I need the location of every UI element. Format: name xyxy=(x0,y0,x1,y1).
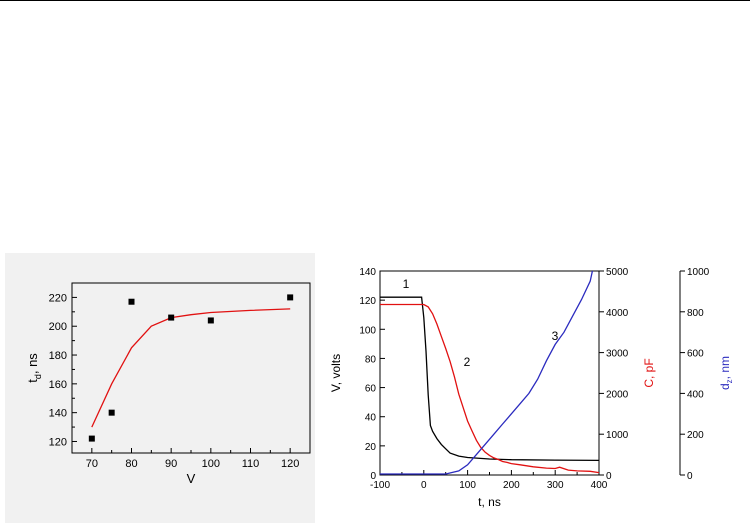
y-right1-tick-label: 1000 xyxy=(606,430,629,441)
x-tick-label: 110 xyxy=(242,458,260,470)
y-left-tick-label: 40 xyxy=(365,413,377,424)
y-tick-label: 160 xyxy=(49,379,67,391)
series-line-2 xyxy=(380,303,600,474)
x-tick-label: 70 xyxy=(86,458,98,470)
series-line-1 xyxy=(380,296,600,462)
data-point xyxy=(108,409,115,416)
data-point xyxy=(207,317,214,324)
y-tick-label: 220 xyxy=(49,292,67,304)
y-left-tick-label: 20 xyxy=(365,442,377,453)
y-right2-tick-label: 400 xyxy=(687,389,704,400)
y-right1-axis-label: C, pF xyxy=(642,358,656,387)
x-tick-label: -100 xyxy=(370,480,390,491)
data-point xyxy=(128,298,135,305)
x-axis-label: V xyxy=(187,471,196,486)
x-tick-label: 90 xyxy=(165,458,177,470)
x-tick-label: 0 xyxy=(421,480,427,491)
y-tick-label: 140 xyxy=(49,408,67,420)
y-left-tick-label: 80 xyxy=(365,354,377,365)
y-left-tick-label: 100 xyxy=(359,325,376,336)
y-tick-label: 180 xyxy=(49,350,67,362)
y-right1-tick-label: 0 xyxy=(606,471,612,482)
y-right1-tick-label: 2000 xyxy=(606,389,629,400)
x-tick-label: 100 xyxy=(459,480,476,491)
y-left-tick-label: 0 xyxy=(370,471,376,482)
fit-line xyxy=(91,308,291,428)
y-right2-tick-label: 200 xyxy=(687,430,704,441)
top-rule xyxy=(0,0,750,1)
plot-frame xyxy=(379,270,600,476)
y-right2-tick-label: 600 xyxy=(687,349,704,360)
transient-panel: -100 0 100 200 300 400 t, ns 0 20 40 60 80 100 120 140… xyxy=(315,253,750,523)
x-tick-label: 100 xyxy=(202,458,220,470)
series-line-3 xyxy=(380,270,594,475)
x-tick-label: 200 xyxy=(503,480,520,491)
y-right2-tick-label: 1000 xyxy=(687,267,710,278)
y-right1-tick-label: 3000 xyxy=(606,349,629,360)
y-left-axis-label: V, volts xyxy=(329,354,343,392)
y-tick-label: 120 xyxy=(49,436,67,448)
y-axis-label: td, ns xyxy=(25,353,43,383)
x-tick-label: 120 xyxy=(281,458,299,470)
series-label-1: 1 xyxy=(403,277,410,291)
series-label-3: 3 xyxy=(552,329,559,343)
y-tick-label: 200 xyxy=(49,321,67,333)
td-vs-voltage-chart: 70 80 90 100 110 120 120 140 160 180 200 220 Vtd, ns xyxy=(25,282,311,486)
y-right2-tick-label: 0 xyxy=(687,471,693,482)
y-right1-tick-label: 4000 xyxy=(606,308,629,319)
x-axis-label: t, ns xyxy=(478,495,501,509)
data-point xyxy=(287,294,294,301)
y-right2-axis-label: dz, nm xyxy=(718,356,734,390)
x-tick-label: 80 xyxy=(125,458,137,470)
y-left-tick-label: 60 xyxy=(365,384,377,395)
y-right2-tick-label: 800 xyxy=(687,308,704,319)
data-point xyxy=(88,435,95,442)
data-point xyxy=(168,314,175,321)
series-label-2: 2 xyxy=(464,355,471,369)
plot-frame xyxy=(71,282,311,454)
x-tick-label: 300 xyxy=(547,480,564,491)
x-tick-label: 400 xyxy=(591,480,608,491)
y-left-tick-label: 140 xyxy=(359,267,376,278)
y-left-tick-label: 120 xyxy=(359,296,376,307)
y-right1-tick-label: 5000 xyxy=(606,267,629,278)
